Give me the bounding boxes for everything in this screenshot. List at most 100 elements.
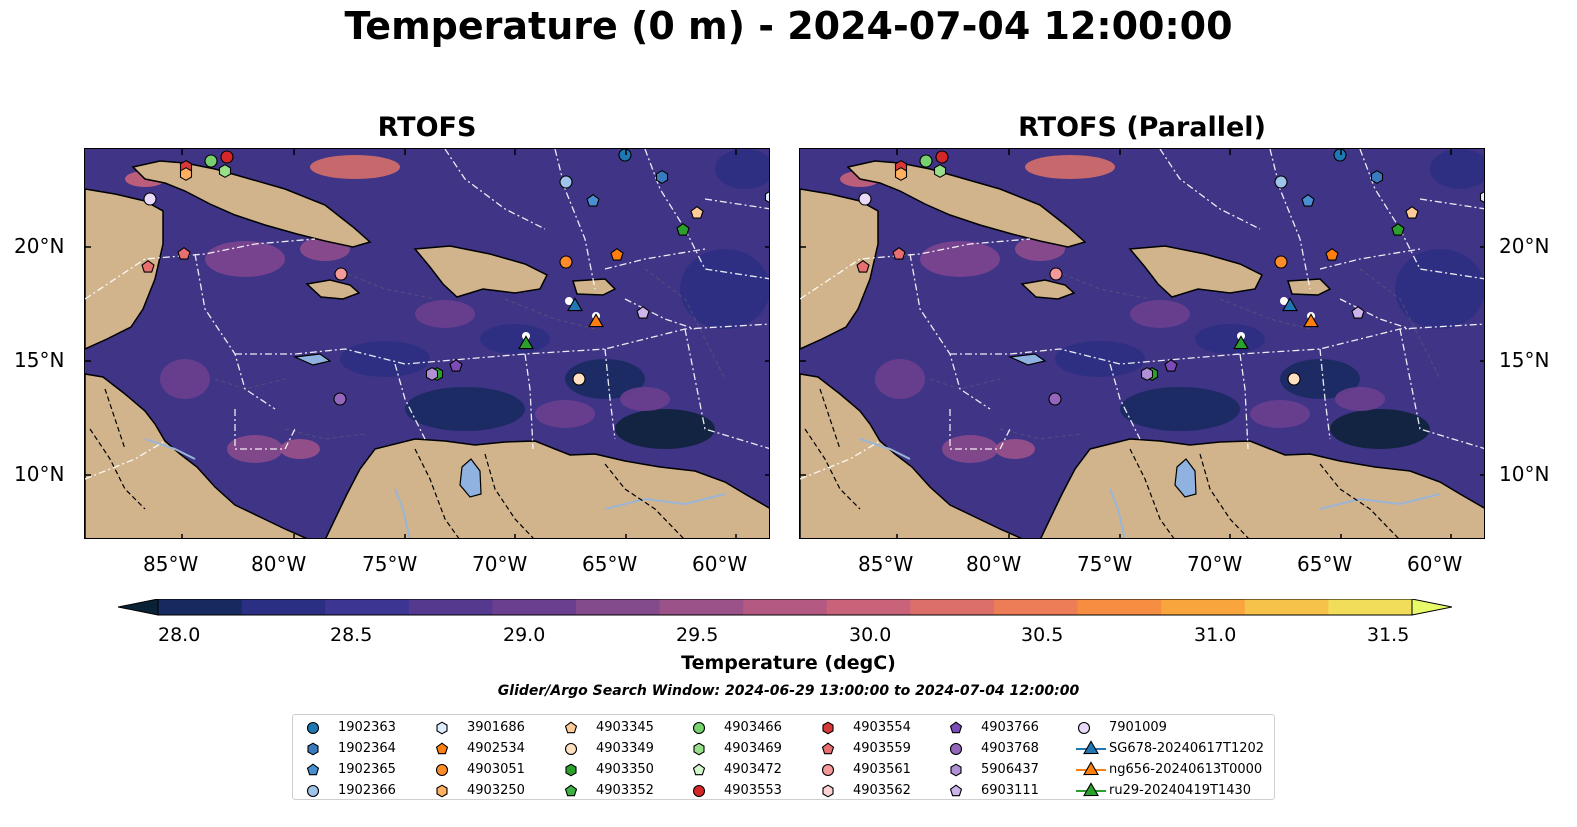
legend-entry: 4903349 [563,740,688,758]
country-borders [89,388,684,538]
legend-hexagon-icon [436,721,448,735]
float-marker [1274,255,1288,269]
legend-marker-icon [1077,721,1091,735]
float-marker [1140,367,1154,381]
float-marker [177,247,191,260]
legend-entry: 5906437 [948,761,1073,779]
lon-label-75w-right: 75°W [1077,552,1133,576]
legend-circle-icon [949,742,963,756]
float-marker [610,248,624,261]
rivers [144,438,726,538]
legend-marker-icon [435,742,449,755]
colorbar-segment [408,599,493,615]
legend-circle-icon [692,721,706,735]
float-marker [856,260,870,273]
legend-entry: ru29-20240419T1430 [1076,782,1251,800]
legend-entry: 4903472 [691,761,816,779]
legend-entry: 4903561 [820,761,945,779]
legend-label: 4902534 [467,741,525,756]
legend-label: SG678-20240617T1202 [1109,741,1265,756]
legend-circle-icon [1077,721,1091,735]
float-marker [218,164,232,178]
legend-marker-icon [1076,761,1106,776]
float-marker [559,175,573,189]
glider-track-dot [1280,297,1288,305]
country-borders [804,388,1399,538]
lon-label-60w-left: 60°W [692,552,748,576]
legend-marker-icon [307,742,319,756]
colorbar-segment [1328,599,1413,615]
legend-entry: 3901686 [434,719,559,737]
float-marker [518,335,534,350]
legend-hexagon-icon [307,742,319,756]
colorbar-tick: 29.0 [503,624,546,646]
float-marker [858,192,872,206]
float-marker [894,167,908,181]
colorbar-segment [325,599,410,615]
colorbar-segment [659,599,744,615]
float-marker [636,306,650,319]
legend-label: 4903562 [853,783,911,798]
colorbar-tick: 31.5 [1367,624,1410,646]
legend-marker-icon [435,763,449,777]
legend-entry: 1902363 [305,719,430,737]
legend-marker-icon [949,721,963,734]
legend-circle-icon [306,784,320,798]
legend-marker-icon [306,721,320,735]
legend-label: 4903349 [596,741,654,756]
temperature-map-rtofs-parallel [800,149,1484,538]
legend-label: 4903559 [853,741,911,756]
colorbar-segment [910,599,995,615]
legend-label: 4903051 [467,762,525,777]
observation-markers [856,149,1484,406]
legend-entry: 4903352 [563,782,688,800]
legend-marker-icon [692,721,706,735]
float-marker [690,206,704,219]
legend-label: ru29-20240419T1430 [1109,783,1252,798]
legend-entry: 4902534 [434,740,559,758]
search-window-text: Glider/Argo Search Window: 2024-06-29 13… [497,683,1080,699]
float-marker [572,372,586,386]
legend-marker-icon [821,763,835,777]
float-marker [1287,372,1301,386]
legend: 1902363 1902364 1902365 1902366 3901686 49025… [292,714,1275,800]
legend-marker-icon [564,742,578,756]
legend-label: 4903345 [596,720,654,735]
legend-label: 4903352 [596,783,654,798]
legend-label: 4903766 [981,720,1039,735]
legend-marker-icon [306,763,320,776]
legend-pentagon-icon [435,742,449,755]
legend-marker-icon [821,742,835,755]
float-marker [1274,175,1288,189]
float-marker [333,392,347,406]
float-marker [676,223,690,236]
legend-label: 4903250 [467,783,525,798]
colorbar-segment [826,599,911,615]
legend-hexagon-icon [693,742,705,756]
lat-label-20n-right: 20°N [1499,234,1550,258]
map-panel-rtofs [84,148,770,539]
lat-label-10n-right: 10°N [1499,462,1550,486]
legend-label: 4903554 [853,720,911,735]
float-marker [1233,335,1249,350]
legend-label: 1902366 [338,783,396,798]
legend-pentagon-icon [692,763,706,776]
legend-label: 4903472 [724,762,782,777]
colorbar-segment [241,599,326,615]
legend-hexagon-icon [950,763,962,777]
lat-label-20n-left: 20°N [14,234,65,258]
panel-title-rtofs: RTOFS [377,112,477,143]
land [800,160,1484,538]
legend-marker-icon [822,784,834,798]
legend-marker-icon [306,784,320,798]
float-marker [1333,149,1347,162]
lon-label-65w-right: 65°W [1297,552,1353,576]
legend-label: 1902363 [338,720,396,735]
float-marker [1405,206,1419,219]
float-marker [1325,248,1339,261]
legend-label: 4903350 [596,762,654,777]
colorbar-segment [1161,599,1246,615]
eez-boundaries [85,149,769,480]
lon-label-75w-left: 75°W [362,552,418,576]
legend-entry: 4903768 [948,740,1073,758]
